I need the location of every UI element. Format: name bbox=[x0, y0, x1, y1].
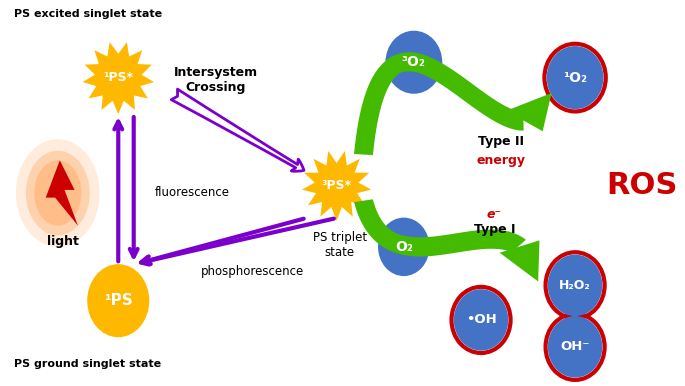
Text: ¹PS*: ¹PS* bbox=[103, 71, 134, 84]
Text: Type II: Type II bbox=[478, 135, 524, 147]
Text: Intersystem
Crossing: Intersystem Crossing bbox=[173, 66, 258, 93]
Ellipse shape bbox=[87, 264, 149, 337]
Polygon shape bbox=[499, 240, 540, 281]
Polygon shape bbox=[354, 52, 523, 155]
Text: PS ground singlet state: PS ground singlet state bbox=[14, 359, 161, 369]
Text: H₂O₂: H₂O₂ bbox=[559, 279, 591, 292]
Ellipse shape bbox=[386, 31, 443, 94]
Text: e⁻: e⁻ bbox=[487, 208, 502, 221]
Text: PS excited singlet state: PS excited singlet state bbox=[14, 9, 162, 19]
Ellipse shape bbox=[34, 160, 82, 226]
Text: ¹PS: ¹PS bbox=[104, 293, 133, 308]
Polygon shape bbox=[46, 160, 78, 226]
Text: OH⁻: OH⁻ bbox=[560, 340, 590, 353]
Text: ³O₂: ³O₂ bbox=[402, 55, 426, 69]
Polygon shape bbox=[83, 42, 154, 114]
Polygon shape bbox=[354, 199, 526, 256]
Text: ROS: ROS bbox=[607, 171, 678, 200]
Ellipse shape bbox=[548, 254, 602, 316]
Polygon shape bbox=[302, 151, 371, 221]
Ellipse shape bbox=[453, 289, 508, 351]
Text: light: light bbox=[47, 235, 79, 247]
Text: fluorescence: fluorescence bbox=[155, 186, 229, 200]
Text: •OH: •OH bbox=[466, 313, 497, 327]
Text: ¹O₂: ¹O₂ bbox=[563, 71, 587, 85]
Ellipse shape bbox=[547, 46, 603, 109]
Ellipse shape bbox=[16, 139, 99, 247]
Polygon shape bbox=[506, 93, 551, 131]
Text: phosphorescence: phosphorescence bbox=[201, 265, 304, 278]
Text: ³PS*: ³PS* bbox=[321, 179, 351, 192]
Ellipse shape bbox=[26, 151, 90, 235]
Text: O₂: O₂ bbox=[395, 240, 413, 254]
Ellipse shape bbox=[548, 316, 602, 378]
Text: PS triplet
state: PS triplet state bbox=[313, 231, 367, 259]
Text: energy: energy bbox=[477, 154, 525, 167]
Text: Type I: Type I bbox=[474, 223, 515, 236]
Ellipse shape bbox=[378, 218, 429, 276]
